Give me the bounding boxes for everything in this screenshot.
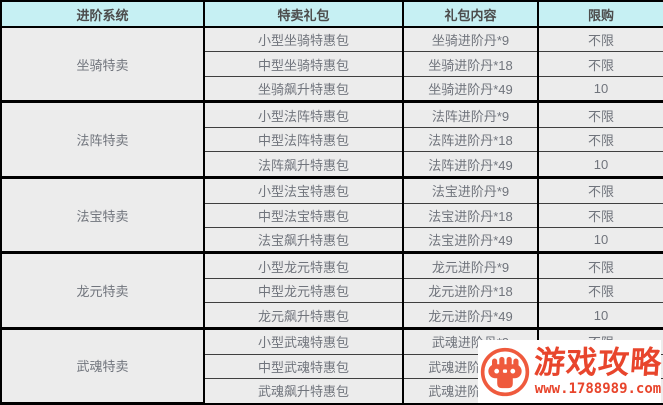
site-watermark: 游戏攻略 www.1788989.com — [478, 340, 663, 403]
limit-cell: 不限 — [537, 51, 663, 77]
watermark-text: 游戏攻略 www.1788989.com — [532, 344, 663, 397]
header-pack: 特卖礼包 — [203, 1, 404, 28]
pack-cell: 法阵飙升特惠包 — [203, 151, 404, 178]
pack-cell: 中型坐骑特惠包 — [203, 51, 404, 77]
pack-cell: 武魂飙升特惠包 — [203, 377, 404, 405]
table-row: 龙元特卖 小型龙元特惠包 龙元进阶丹*9 不限 — [0, 251, 663, 330]
table-row: 中型坐骑特惠包 坐骑进阶丹*18 不限 — [1, 51, 663, 77]
pack-cell: 小型法宝特惠包 — [203, 175, 404, 204]
pack-cell: 坐骑飙升特惠包 — [203, 75, 404, 103]
table-row: 中型法阵特惠包 法阵进阶丹*18 不限 — [1, 126, 663, 153]
pack-cell: 龙元飙升特惠包 — [203, 302, 404, 329]
table-row: 龙元飙升特惠包 龙元进阶丹*49 10 — [1, 302, 663, 329]
limit-cell: 10 — [537, 151, 663, 178]
limit-cell: 不限 — [537, 251, 663, 280]
header-content: 礼包内容 — [402, 1, 539, 28]
table-header-row: 进阶系统 特卖礼包 礼包内容 限购 — [0, 1, 663, 28]
pack-cell: 中型龙元特惠包 — [203, 278, 404, 304]
pack-cell: 中型法阵特惠包 — [203, 126, 404, 153]
table-row: 中型法宝特惠包 法宝进阶丹*18 不限 — [1, 202, 663, 228]
content-cell: 龙元进阶丹*9 — [402, 251, 539, 280]
limit-cell: 不限 — [537, 175, 663, 204]
content-cell: 坐骑进阶丹*18 — [402, 51, 539, 77]
table-row: 法阵特卖 小型法阵特惠包 法阵进阶丹*9 不限 — [0, 100, 663, 179]
content-cell: 坐骑进阶丹*9 — [402, 26, 539, 53]
limit-cell: 10 — [537, 302, 663, 329]
content-cell: 法阵进阶丹*9 — [402, 100, 539, 128]
limit-cell: 10 — [537, 75, 663, 103]
watermark-title: 游戏攻略 — [532, 344, 663, 381]
pack-cell: 小型武魂特惠包 — [203, 326, 404, 355]
table-row: 坐骑特卖 小型坐骑特惠包 坐骑进阶丹*9 不限 — [0, 26, 663, 104]
table-row: 法宝特卖 小型法宝特惠包 法宝进阶丹*9 不限 — [0, 175, 663, 255]
pack-cell: 小型龙元特惠包 — [203, 251, 404, 280]
table-row: 武魂特卖 小型武魂特惠包 武魂进阶丹*9 不限 — [0, 326, 663, 405]
content-cell: 龙元进阶丹*18 — [402, 278, 539, 304]
content-cell: 坐骑进阶丹*49 — [402, 75, 539, 103]
group-label-array: 法阵特卖 — [0, 100, 205, 179]
pack-cell: 中型武魂特惠包 — [203, 353, 404, 379]
content-cell: 法宝进阶丹*49 — [402, 226, 539, 254]
table-row: 坐骑飙升特惠包 坐骑进阶丹*49 10 — [1, 75, 663, 103]
pack-cell: 小型法阵特惠包 — [203, 100, 404, 128]
pack-cell: 小型坐骑特惠包 — [203, 26, 404, 53]
group-label-treasure: 法宝特卖 — [0, 175, 205, 255]
content-cell: 法宝进阶丹*18 — [402, 202, 539, 228]
limit-cell: 不限 — [537, 126, 663, 153]
limit-cell: 不限 — [537, 100, 663, 128]
content-cell: 法阵进阶丹*18 — [402, 126, 539, 153]
watermark-url: www.1788989.com — [534, 380, 662, 397]
header-system: 进阶系统 — [0, 1, 205, 28]
content-cell: 法阵进阶丹*49 — [402, 151, 539, 178]
group-label-mount: 坐骑特卖 — [0, 26, 205, 104]
limit-cell: 不限 — [537, 278, 663, 304]
gamepad-logo-icon — [480, 347, 530, 396]
table-row: 法阵飙升特惠包 法阵进阶丹*49 10 — [1, 151, 663, 178]
content-cell: 龙元进阶丹*49 — [402, 302, 539, 329]
pack-cell: 中型法宝特惠包 — [203, 202, 404, 228]
group-label-dragon: 龙元特卖 — [0, 251, 205, 330]
limit-cell: 不限 — [537, 26, 663, 53]
limit-cell: 10 — [537, 226, 663, 254]
table-row: 法宝飙升特惠包 法宝进阶丹*49 10 — [1, 226, 663, 254]
content-cell: 法宝进阶丹*9 — [402, 175, 539, 204]
limit-cell: 不限 — [537, 202, 663, 228]
pack-cell: 法宝飙升特惠包 — [203, 226, 404, 254]
header-limit: 限购 — [537, 1, 663, 28]
group-label-spirit: 武魂特卖 — [0, 326, 205, 405]
table-row: 中型龙元特惠包 龙元进阶丹*18 不限 — [1, 278, 663, 304]
